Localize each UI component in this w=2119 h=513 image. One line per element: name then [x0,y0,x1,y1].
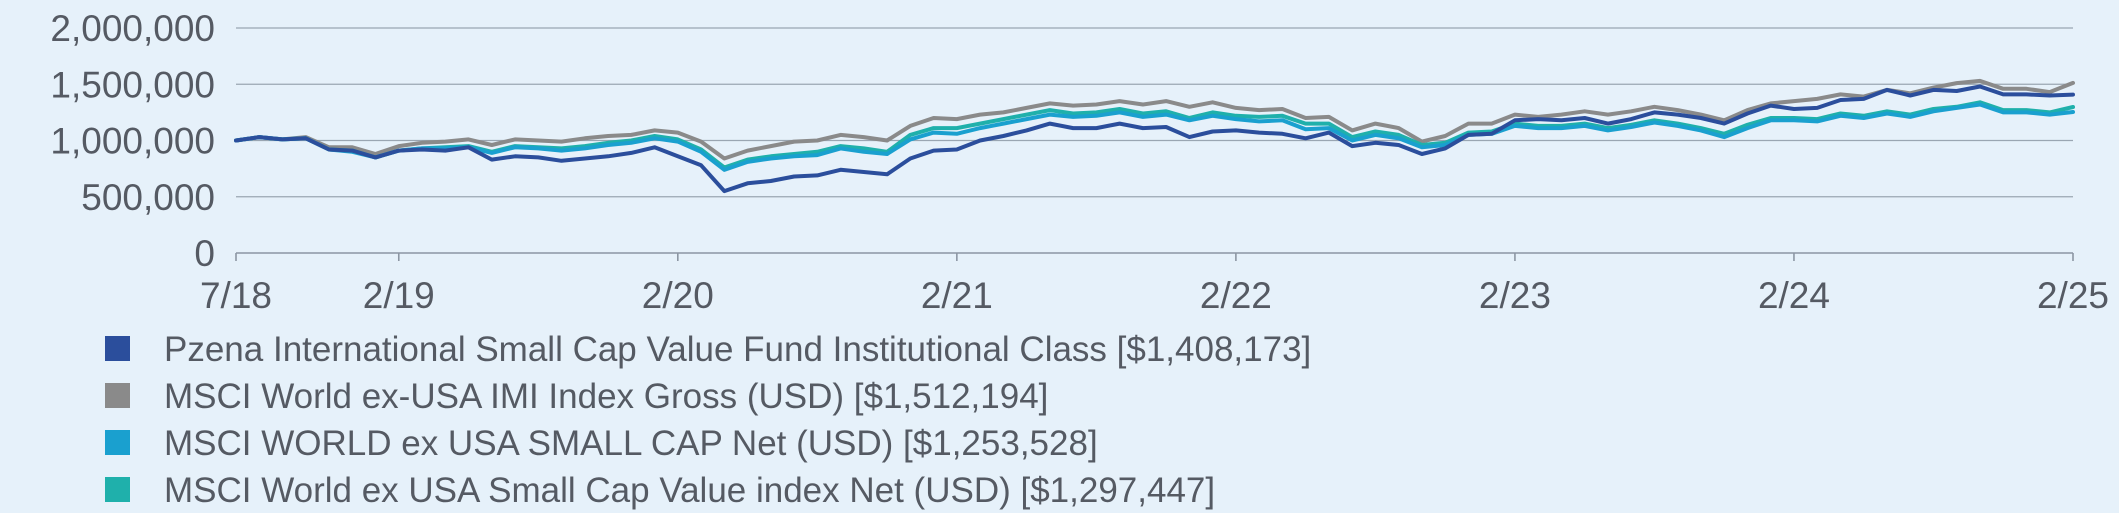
series-line-2 [234,102,2075,172]
x-tick-label: 2/24 [1758,275,1830,316]
x-tick-label: 2/25 [2037,275,2109,316]
legend-swatch-1 [105,383,130,408]
legend-label-0: Pzena International Small Cap Value Fund… [164,330,1311,369]
series-lines [234,78,2075,194]
x-axis-tick-labels: 7/18 2/19 2/20 2/21 2/22 2/23 2/24 2/25 [200,275,2109,316]
y-tick-label: 1,500,000 [50,64,215,105]
legend-swatch-3 [105,477,130,502]
legend-swatch-0 [105,336,130,361]
y-axis-tick-labels: 0 500,000 1,000,000 1,500,000 2,000,000 [50,8,215,274]
x-tick-label: 2/20 [642,275,714,316]
legend-label-2: MSCI WORLD ex USA SMALL CAP Net (USD) [$… [164,424,1098,463]
legend-label-1: MSCI World ex-USA IMI Index Gross (USD) … [164,377,1048,416]
x-axis [235,253,2074,261]
y-tick-label: 2,000,000 [50,8,215,49]
x-tick-label: 2/19 [363,275,435,316]
legend: Pzena International Small Cap Value Fund… [105,330,1311,510]
x-tick-label: 7/18 [200,275,272,316]
legend-swatch-2 [105,430,130,455]
x-tick-label: 2/22 [1200,275,1272,316]
x-tick-label: 2/23 [1479,275,1551,316]
series-line-0 [234,84,2075,194]
x-tick-label: 2/21 [921,275,993,316]
y-tick-label: 0 [194,233,215,274]
y-tick-label: 1,000,000 [50,121,215,162]
series-line-1 [234,78,2075,161]
y-tick-label: 500,000 [81,177,215,218]
legend-label-3: MSCI World ex USA Small Cap Value index … [164,471,1215,510]
